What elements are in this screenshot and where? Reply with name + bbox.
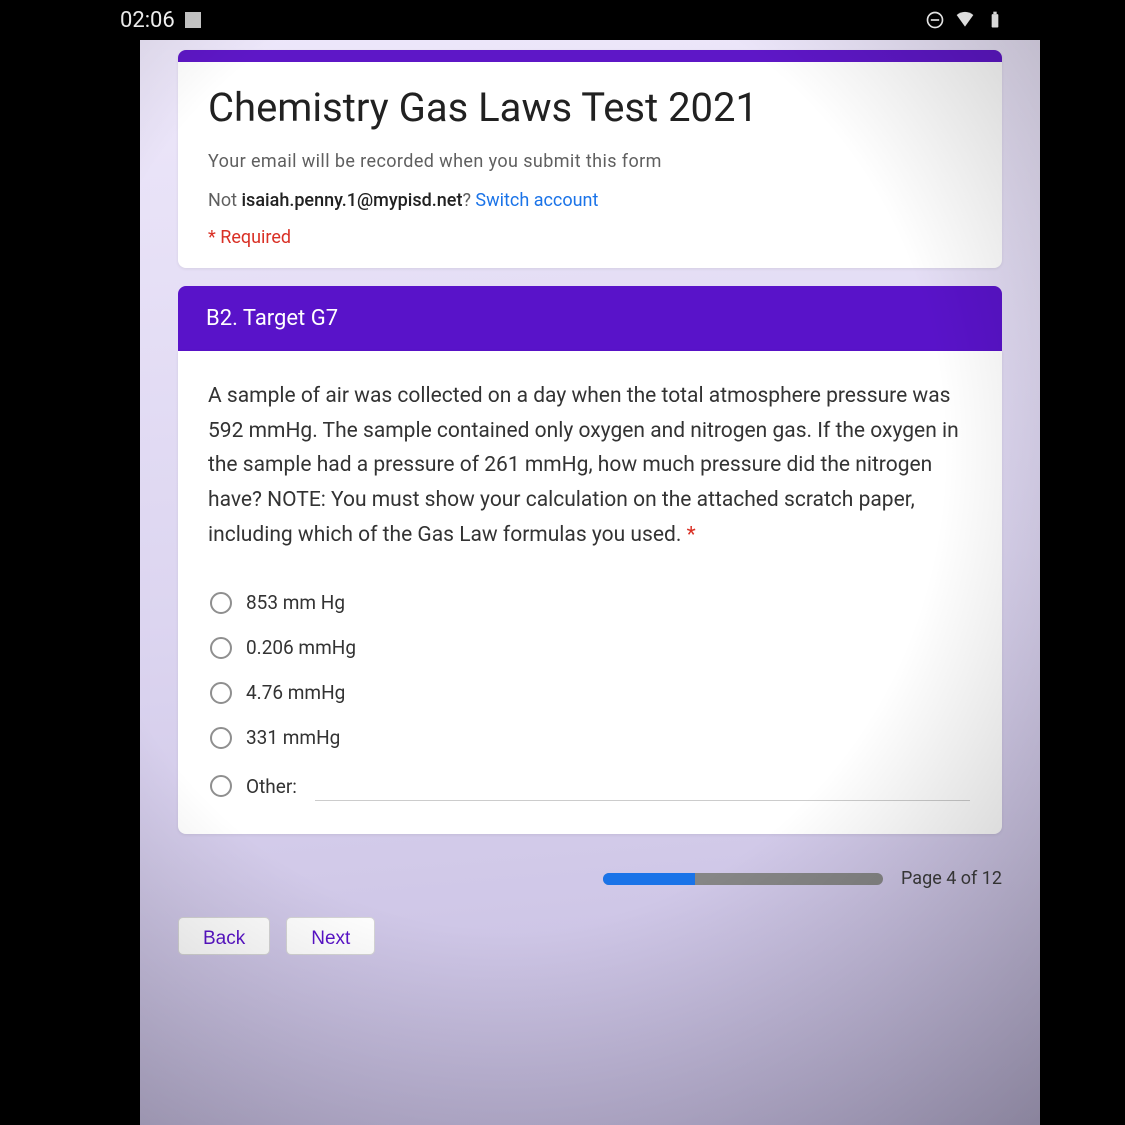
battery-icon xyxy=(985,10,1005,30)
options-group: 853 mm Hg 0.206 mmHg 4.76 mmHg 331 mmHg … xyxy=(208,580,972,812)
option-label: 4.76 mmHg xyxy=(246,681,345,704)
wifi-icon xyxy=(955,10,975,30)
required-indicator: * Required xyxy=(208,227,972,248)
option-label: 853 mm Hg xyxy=(246,591,345,614)
nav-buttons: Back Next xyxy=(178,917,1002,955)
progress-label: Page 4 of 12 xyxy=(901,868,1002,889)
question-body: A sample of air was collected on a day w… xyxy=(208,384,959,547)
form-screen: Chemistry Gas Laws Test 2021 Your email … xyxy=(140,40,1040,1125)
option-2[interactable]: 4.76 mmHg xyxy=(208,670,972,715)
option-0[interactable]: 853 mm Hg xyxy=(208,580,972,625)
account-line: Not isaiah.penny.1@mypisd.net? Switch ac… xyxy=(208,190,972,211)
radio-icon xyxy=(210,775,232,797)
progress-area: Page 4 of 12 xyxy=(178,868,1002,889)
required-label: Required xyxy=(216,227,291,248)
radio-icon xyxy=(210,592,232,614)
radio-icon xyxy=(210,727,232,749)
question-mark: ? xyxy=(462,190,475,211)
option-3[interactable]: 331 mmHg xyxy=(208,715,972,760)
progress-fill xyxy=(603,873,695,885)
status-left: 02:06 xyxy=(120,8,201,33)
account-email: isaiah.penny.1@mypisd.net xyxy=(241,190,462,211)
option-label: 331 mmHg xyxy=(246,726,340,749)
other-input[interactable] xyxy=(315,771,970,801)
not-prefix: Not xyxy=(208,190,241,211)
form-title: Chemistry Gas Laws Test 2021 xyxy=(208,84,972,131)
back-button[interactable]: Back xyxy=(178,917,270,955)
question-card: A sample of air was collected on a day w… xyxy=(178,351,1002,834)
required-star: * xyxy=(208,227,216,248)
radio-icon xyxy=(210,637,232,659)
option-label: 0.206 mmHg xyxy=(246,636,356,659)
option-1[interactable]: 0.206 mmHg xyxy=(208,625,972,670)
do-not-disturb-icon xyxy=(925,10,945,30)
next-button[interactable]: Next xyxy=(286,917,375,955)
status-bar: 02:06 xyxy=(0,0,1125,40)
other-label: Other: xyxy=(246,775,297,798)
option-other[interactable]: Other: xyxy=(208,760,972,812)
status-time: 02:06 xyxy=(120,8,175,33)
radio-icon xyxy=(210,682,232,704)
status-right xyxy=(925,10,1005,30)
status-app-icon xyxy=(185,12,201,28)
email-record-note: Your email will be recorded when you sub… xyxy=(208,151,972,172)
switch-account-link[interactable]: Switch account xyxy=(475,190,598,211)
form-header-card: Chemistry Gas Laws Test 2021 Your email … xyxy=(178,50,1002,268)
section-title: B2. Target G7 xyxy=(178,286,1002,351)
question-text: A sample of air was collected on a day w… xyxy=(208,379,972,552)
progress-bar xyxy=(603,873,883,885)
question-required-star: * xyxy=(687,523,696,547)
